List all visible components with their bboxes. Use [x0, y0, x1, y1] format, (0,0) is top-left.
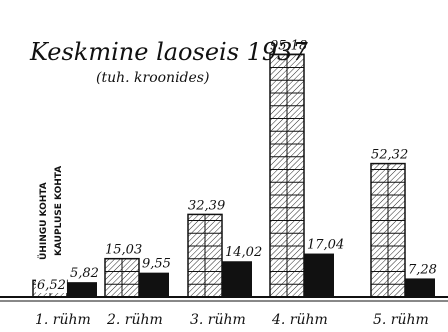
- value-label-kaupluse-2: 9,55: [142, 257, 171, 272]
- value-label-kaupluse-5: 7,28: [408, 262, 437, 277]
- value-label-kaupluse-4: 17,04: [307, 238, 344, 253]
- legend-series-2: KAUPLUSE KOHTA: [54, 166, 64, 256]
- value-label-ühingu-1: 6,52: [37, 278, 66, 293]
- bar-kaupluse-2: [139, 273, 169, 297]
- value-label-ühingu-2: 15,03: [105, 243, 142, 258]
- chart-subtitle: (tuh. kroonides): [96, 70, 209, 86]
- value-label-ühingu-4: 95,18: [270, 38, 307, 53]
- value-label-kaupluse-3: 14,02: [225, 245, 262, 260]
- bars-layer: [33, 54, 435, 297]
- bar-kaupluse-5: [405, 278, 435, 297]
- legend-series-1: ÜHINGU KOHTA: [38, 182, 49, 260]
- category-label-5: 5. rühm: [373, 312, 429, 328]
- category-label-4: 4. rühm: [271, 312, 328, 328]
- bar-kaupluse-3: [222, 261, 252, 297]
- value-label-ühingu-3: 32,39: [188, 198, 225, 213]
- value-label-kaupluse-1: 5,82: [70, 266, 99, 281]
- category-label-2: 2. rühm: [106, 312, 163, 328]
- category-label-1: 1. rühm: [35, 312, 91, 328]
- bar-kaupluse-1: [67, 282, 97, 297]
- value-label-ühingu-5: 52,32: [371, 148, 408, 163]
- chart-title: Keskmine laoseis 1937: [29, 38, 308, 66]
- category-label-3: 3. rühm: [190, 312, 246, 328]
- bar-kaupluse-4: [304, 254, 334, 297]
